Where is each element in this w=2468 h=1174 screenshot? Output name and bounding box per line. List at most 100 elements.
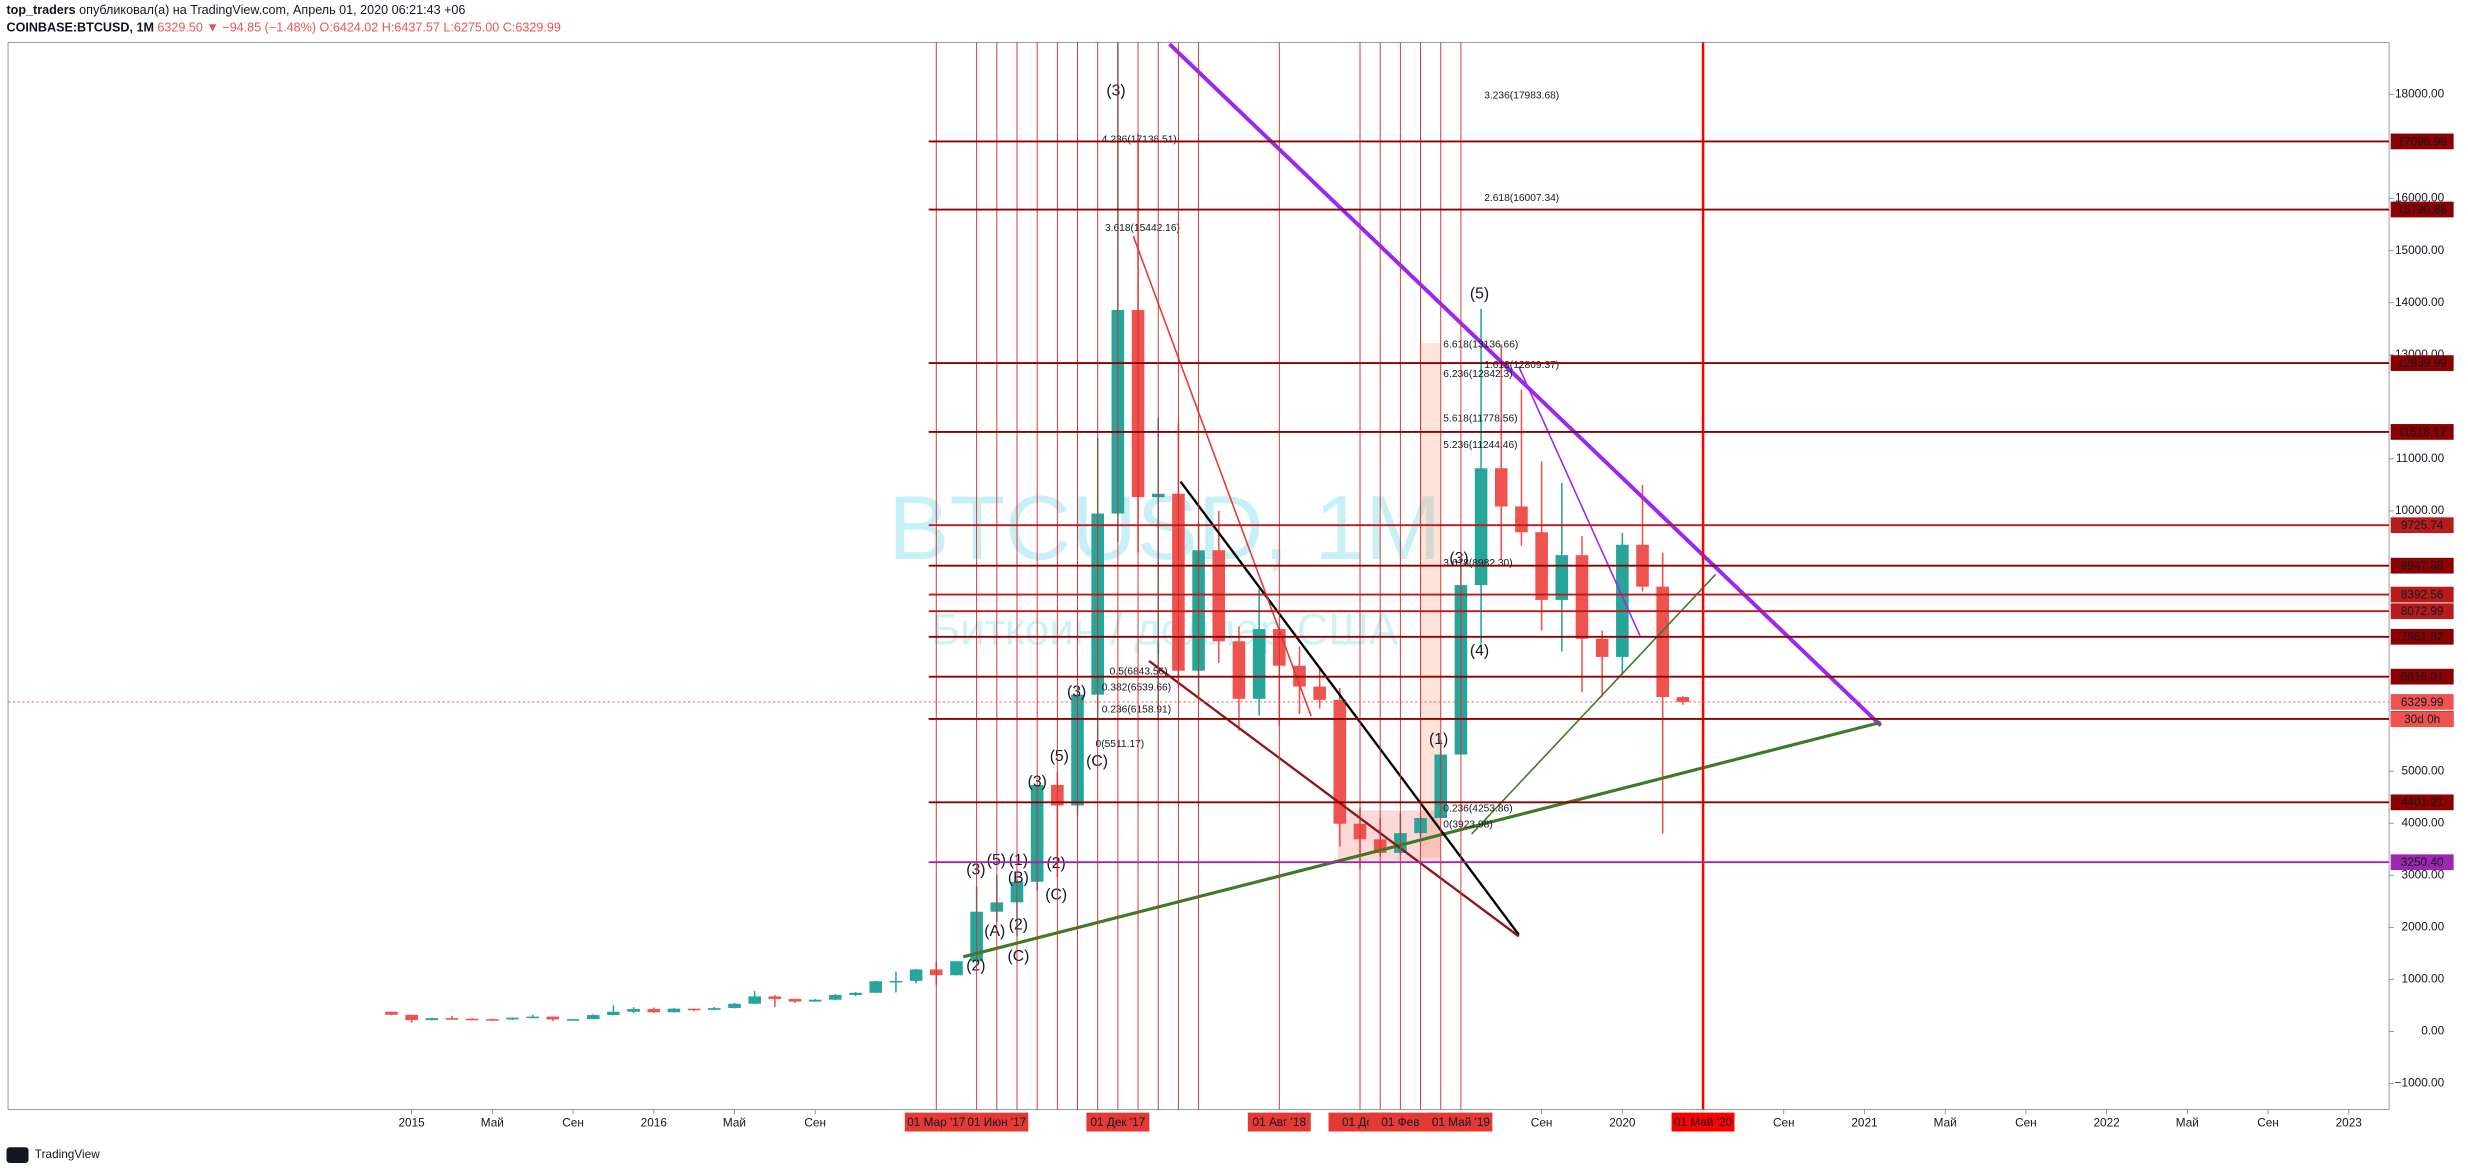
marker-label: 01 Фев	[1381, 1115, 1419, 1129]
candle-body	[1474, 468, 1488, 586]
candle-body	[405, 1014, 418, 1021]
x-tick-label: Май	[2176, 1116, 2199, 1130]
x-tick-label: Сен	[562, 1116, 584, 1130]
candle-body	[486, 1019, 499, 1021]
candle-body	[546, 1016, 560, 1020]
published: опубликовал(а) на TradingView.com, Апрел…	[79, 3, 465, 17]
y-tick-label: 1000.00	[2402, 971, 2445, 985]
candle-body	[748, 996, 761, 1004]
level-label: 8072.99	[2401, 604, 2444, 618]
trend-line	[1518, 366, 1641, 637]
marker-label: 01 Май '19	[1432, 1115, 1490, 1129]
fib-label: 5.618(11778.56)	[1443, 413, 1517, 424]
header-line: top_traders опубликовал(а) на TradingVie…	[6, 3, 465, 17]
level-label: 3250.40	[2401, 855, 2444, 869]
candle-body	[909, 969, 923, 981]
x-tick-label: 2020	[1609, 1116, 1636, 1130]
candle-body	[708, 1008, 721, 1010]
level-label-box	[2390, 557, 2454, 574]
wave-label: (A)	[984, 923, 1005, 940]
logo-icon	[6, 1147, 29, 1163]
level-label: 9725.74	[2401, 518, 2444, 532]
change: ▼ −94.85 (−1.48%)	[206, 21, 316, 35]
wave-label: (C)	[1086, 753, 1108, 770]
fib-zone	[1419, 343, 1441, 858]
candle-body	[1575, 555, 1589, 639]
plot-area: BTCUSD, 1M Биткоин / доллар США (3) (5) …	[8, 42, 2390, 1110]
level-label-box	[2390, 424, 2454, 440]
y-tick-label: 10000.00	[2395, 503, 2445, 517]
x-tick-label: Сен	[2015, 1116, 2037, 1130]
candle-body	[566, 1019, 580, 1021]
candle-body	[1494, 468, 1508, 507]
candle-body	[788, 998, 802, 1002]
fib-label: 0(3923.98)	[1443, 819, 1492, 830]
fib-label: 0.382(6539.66)	[1102, 682, 1171, 693]
fib-label: 1.618(12809.37)	[1484, 360, 1559, 371]
candle-body	[667, 1008, 681, 1013]
y-tick-label: 2000.00	[2402, 919, 2445, 933]
marker-label: 01 Май '20	[1674, 1115, 1733, 1129]
candle-body	[869, 981, 883, 993]
candle-body	[1252, 629, 1266, 699]
wave-label: (3)	[1449, 550, 1468, 567]
y-tick-label: 18000.00	[2395, 87, 2445, 101]
wave-label: (C)	[1045, 887, 1067, 904]
fib-label: 2.618(16007.34)	[1484, 193, 1559, 204]
fib-label: 3.618(15442.16)	[1105, 223, 1180, 234]
x-tick-label: Май	[1934, 1116, 1957, 1130]
x-tick-label: 2023	[2336, 1116, 2363, 1130]
x-tick-label: 2021	[1851, 1116, 1877, 1130]
x-tick-label: Сен	[2257, 1116, 2279, 1130]
candle-body	[728, 1003, 741, 1009]
symbol: COINBASE:BTCUSD, 1M	[6, 21, 153, 35]
level-label-box	[2390, 133, 2454, 150]
x-tick-label: Май	[723, 1116, 746, 1130]
candle-body	[1333, 699, 1347, 824]
level-label: 17098.99	[2398, 134, 2447, 148]
level-label: 12839.99	[2398, 356, 2447, 370]
trend-line	[962, 720, 1882, 959]
price: 6329.50	[157, 21, 202, 35]
level-label-box	[2390, 355, 2454, 371]
y-tick-label: 15000.00	[2395, 243, 2445, 257]
x-tick-label: Сен	[1531, 1116, 1553, 1130]
level-label: 11518.17	[2398, 425, 2446, 439]
wave-label: (C)	[1007, 948, 1029, 965]
wave-label: (5)	[1050, 748, 1069, 765]
candle-body	[465, 1018, 479, 1021]
level-label: 8947.88	[2401, 559, 2444, 573]
level-label-box	[2390, 854, 2454, 871]
marker-label-box	[1247, 1112, 1311, 1132]
candle-body	[526, 1016, 539, 1019]
candle-body	[687, 1008, 701, 1011]
candle-body	[647, 1009, 661, 1013]
author: top_traders	[6, 3, 75, 17]
candle-body	[506, 1017, 519, 1020]
candle-body	[1616, 544, 1629, 657]
watermark-symbol: BTCUSD, 1M	[888, 477, 1441, 579]
marker-label-box	[1086, 1112, 1150, 1132]
level-label-box	[2390, 517, 2454, 534]
wave-label: (2)	[966, 957, 985, 974]
last-price-label: 6329.99	[2401, 695, 2444, 709]
fib-label: 0.236(6158.91)	[1102, 704, 1171, 715]
candle-body	[849, 992, 862, 995]
candle-body	[1212, 550, 1226, 642]
candle-body	[607, 1011, 620, 1016]
trend-line	[1148, 660, 1520, 938]
x-tick-label: Май	[481, 1116, 504, 1130]
wave-label: (2)	[1009, 917, 1028, 934]
candle-body	[1232, 641, 1246, 699]
wave-label: (5)	[1470, 285, 1489, 302]
candle-body	[1515, 506, 1528, 533]
candle-body	[1555, 555, 1569, 600]
fib-label: 0.236(4253.86)	[1443, 804, 1512, 815]
watermark-description: Биткоин / доллар США	[931, 605, 1399, 654]
ohlc: O:6424.02 H:6437.57 L:6275.00 C:6329.99	[320, 21, 561, 35]
fib-label: 0.5(6843.56)	[1110, 667, 1168, 678]
fib-label: 5.236(11244.46)	[1443, 440, 1517, 451]
y-tick-label: −1000.00	[2395, 1076, 2445, 1090]
